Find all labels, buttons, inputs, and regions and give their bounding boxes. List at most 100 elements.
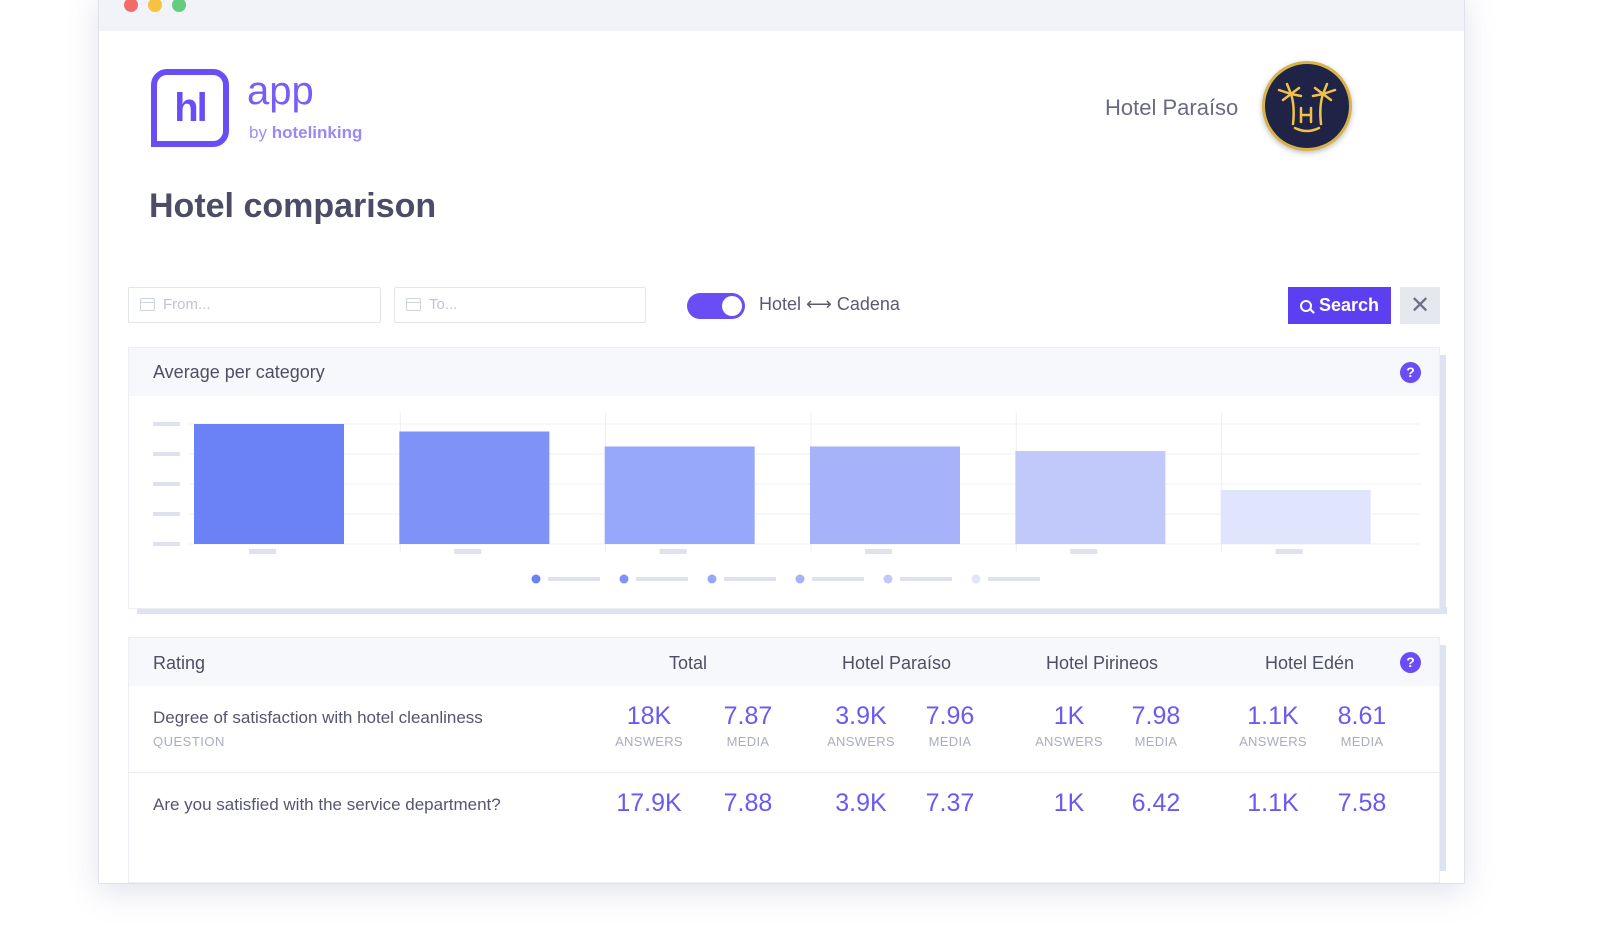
y-tick-label (153, 422, 180, 426)
total-media-value: 7.87 (723, 702, 773, 730)
brand-byline: by hotelinking (249, 123, 362, 143)
search-button-label: Search (1318, 295, 1380, 315)
hotel-eden-media-value: 8.61 (1337, 702, 1387, 730)
search-icon (1299, 299, 1312, 312)
x-tick-label (865, 549, 892, 554)
chart-bar (810, 446, 960, 544)
close-icon: ✕ (1409, 292, 1431, 319)
help-icon[interactable]: ? (1400, 362, 1421, 383)
y-tick-label (153, 542, 180, 546)
search-button[interactable]: Search (1288, 287, 1391, 324)
answers-label: ANSWERS (1239, 734, 1307, 749)
column-header-total: Total (669, 653, 708, 673)
brand-name: hotelinking (271, 123, 363, 142)
chart-panel-shadow (137, 607, 1447, 614)
answers-label: ANSWERS (827, 734, 895, 749)
chart-panel-side-shadow (1439, 355, 1446, 607)
column-header-hotel-eden: Hotel Edén (1265, 653, 1355, 673)
y-tick-label (153, 452, 180, 456)
media-label: MEDIA (1134, 734, 1178, 749)
calendar-icon (140, 298, 155, 311)
x-tick-label (249, 549, 276, 554)
app-name: app (247, 69, 314, 113)
close-window-dot[interactable] (124, 0, 138, 12)
chart-panel-title: Average per category (153, 362, 325, 382)
window-titlebar (99, 0, 1464, 31)
x-tick-label (454, 549, 482, 554)
calendar-icon (406, 298, 421, 311)
chart-bar (604, 446, 755, 544)
legend-entry (636, 577, 688, 581)
legend-marker (883, 574, 893, 584)
help-icon[interactable]: ? (1400, 652, 1421, 673)
chart-bar (399, 431, 550, 544)
hotel-eden-media-value: 7.58 (1337, 789, 1387, 817)
chart-bar (1220, 490, 1371, 544)
legend-marker (619, 574, 629, 584)
palm-tree-icon (1277, 82, 1337, 133)
page-title: Hotel comparison (149, 187, 437, 225)
row-divider (129, 772, 1439, 773)
hotel-paraiso-answers-value: 3.9K (835, 702, 887, 730)
x-tick-label (1070, 549, 1098, 554)
clear-filters-button[interactable]: ✕ (1400, 287, 1440, 324)
x-tick-label (659, 549, 687, 554)
hotel-pirineos-media-value: 7.98 (1131, 702, 1181, 730)
average-bar-chart (153, 412, 1421, 584)
legend-marker (971, 574, 981, 584)
from-date-input[interactable]: From... (128, 287, 381, 323)
hotel-pirineos-answers-value: 1K (1053, 789, 1085, 817)
hotel-eden-answers-value: 1.1K (1247, 702, 1299, 730)
logo-text: hl (174, 85, 208, 130)
from-placeholder: From... (163, 296, 211, 313)
y-tick-label (153, 482, 180, 486)
media-label: MEDIA (928, 734, 972, 749)
legend-marker (531, 574, 541, 584)
legend-entry (548, 577, 600, 581)
maximize-window-dot[interactable] (172, 0, 186, 12)
column-header-hotel-paraiso: Hotel Paraíso (842, 653, 952, 673)
to-date-input[interactable]: To... (394, 287, 646, 323)
by-text: by (249, 123, 267, 142)
y-tick-label (153, 512, 180, 516)
media-label: MEDIA (1340, 734, 1384, 749)
minimize-window-dot[interactable] (148, 0, 162, 12)
total-media-value: 7.88 (723, 789, 773, 817)
toggle-knob (722, 296, 742, 316)
media-label: MEDIA (726, 734, 770, 749)
current-hotel-name: Hotel Paraíso (1105, 95, 1239, 120)
hotel-paraiso-answers-value: 3.9K (835, 789, 887, 817)
legend-entry (812, 577, 864, 581)
toggle-label: Hotel ⟷ Cadena (759, 294, 900, 314)
x-tick-label (1275, 549, 1303, 554)
hotel-pirineos-answers-value: 1K (1053, 702, 1085, 730)
average-per-category-panel: Average per category ? (128, 347, 1440, 609)
answers-label: ANSWERS (1035, 734, 1103, 749)
table-panel-side-shadow (1439, 645, 1446, 871)
hotel-chain-toggle[interactable] (687, 293, 745, 319)
chart-bar (1015, 451, 1166, 544)
total-answers-value: 18K (626, 702, 672, 730)
answers-label: ANSWERS (615, 734, 683, 749)
legend-marker (795, 574, 805, 584)
row-question-label: Degree of satisfaction with hotel cleanl… (153, 708, 483, 727)
chart-panel-header: Average per category ? (129, 348, 1439, 396)
hotel-avatar[interactable] (1262, 61, 1352, 151)
to-placeholder: To... (429, 296, 458, 313)
legend-entry (724, 577, 776, 581)
legend-marker (707, 574, 717, 584)
legend-entry (900, 577, 952, 581)
chart-bar (194, 424, 344, 544)
app-window: hl app by hotelinking Hotel Paraíso Hote… (98, 0, 1465, 884)
total-answers-value: 17.9K (616, 789, 682, 817)
hotel-paraiso-media-value: 7.96 (925, 702, 975, 730)
column-header-hotel-pirineos: Hotel Pirineos (1046, 653, 1159, 673)
hotel-paraiso-media-value: 7.37 (925, 789, 975, 817)
legend-entry (988, 577, 1040, 581)
row-question-label: Are you satisfied with the service depar… (153, 795, 501, 814)
app-logo: hl (151, 69, 229, 147)
hotel-pirineos-media-value: 6.42 (1131, 789, 1181, 817)
table-header: Rating Total Hotel Paraíso Hotel Pirineo… (129, 638, 1439, 686)
column-header-rating: Rating (153, 653, 206, 673)
rating-table-panel: Rating Total Hotel Paraíso Hotel Pirineo… (128, 637, 1440, 883)
